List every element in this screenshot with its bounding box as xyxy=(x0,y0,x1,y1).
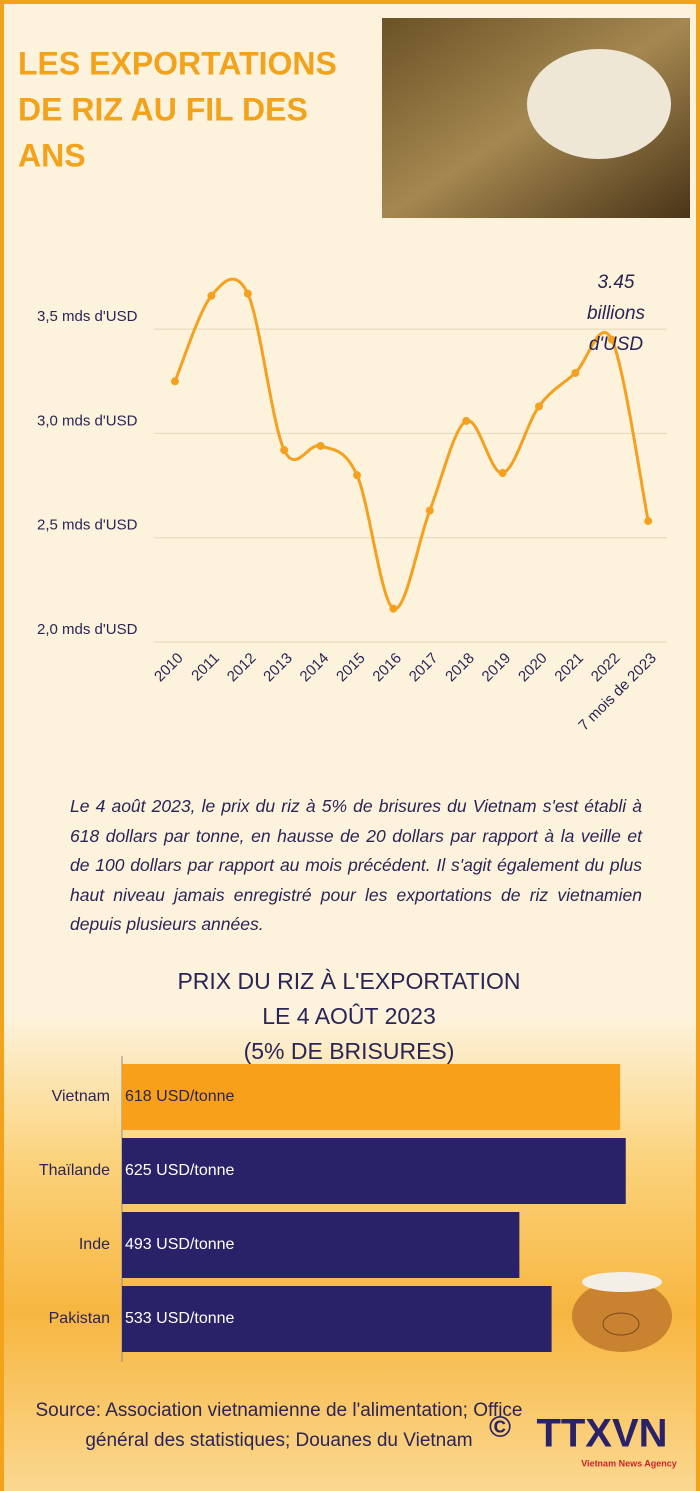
bar xyxy=(122,1286,552,1352)
x-tick-label: 2015 xyxy=(333,650,369,686)
category-label: Pakistan xyxy=(49,1310,110,1327)
category-label: Thaïlande xyxy=(39,1162,110,1179)
logo-tagline: Vietnam News Agency xyxy=(581,1458,677,1468)
value-label: 533 USD/tonne xyxy=(125,1310,235,1327)
annotation: billions xyxy=(587,303,646,324)
point xyxy=(535,402,543,411)
point xyxy=(243,289,252,298)
point xyxy=(607,335,616,344)
x-tick-label: 2016 xyxy=(369,650,405,686)
bar xyxy=(122,1064,621,1130)
y-tick-label: 3,0 mds d'USD xyxy=(37,412,138,429)
rice-sack-icon xyxy=(572,1272,672,1352)
x-tick-label: 2019 xyxy=(479,650,515,686)
value-label: 625 USD/tonne xyxy=(125,1162,235,1179)
x-tick-label: 2020 xyxy=(515,650,551,686)
point xyxy=(353,471,361,480)
point xyxy=(171,377,179,386)
x-tick-label: 2012 xyxy=(224,650,260,686)
category-label: Inde xyxy=(79,1236,110,1253)
annotation: d'USD xyxy=(589,334,644,355)
category-label: Vietnam xyxy=(52,1088,110,1105)
point xyxy=(644,517,653,526)
bar xyxy=(122,1212,520,1278)
value-label: 493 USD/tonne xyxy=(125,1236,235,1253)
chart-title: (5% DE BRISURES) xyxy=(244,1038,455,1064)
point xyxy=(280,446,289,455)
y-tick-label: 3,5 mds d'USD xyxy=(37,308,138,325)
x-tick-label: 2014 xyxy=(297,650,333,686)
y-tick-label: 2,5 mds d'USD xyxy=(37,517,138,534)
x-tick-label: 2017 xyxy=(406,650,442,686)
chart-title: LE 4 AOÛT 2023 xyxy=(262,1002,435,1029)
title: ANS xyxy=(18,137,86,173)
x-tick-label: 2021 xyxy=(551,650,587,686)
rice-bag xyxy=(527,49,671,159)
x-tick-label: 2018 xyxy=(442,650,478,686)
chart: © LES EXPORTATIONS DE RIZ AU FIL DES ANS 2,… xyxy=(18,18,690,1468)
title: DE RIZ AU FIL DES xyxy=(18,91,308,127)
title: LES EXPORTATIONS xyxy=(18,45,337,81)
x-tick-label: 2013 xyxy=(260,650,296,686)
point xyxy=(207,291,216,300)
point xyxy=(316,441,325,450)
chart-title: PRIX DU RIZ À L'EXPORTATION xyxy=(177,968,520,994)
annotation: 3.45 xyxy=(598,272,635,293)
value-label: 618 USD/tonne xyxy=(125,1088,235,1105)
logo: TTXVN xyxy=(536,1412,667,1456)
point xyxy=(389,604,398,613)
line xyxy=(173,277,650,611)
point xyxy=(425,506,434,515)
x-tick-label: 2010 xyxy=(151,650,187,686)
copyright: © xyxy=(489,1411,511,1444)
point xyxy=(462,416,471,425)
x-tick-label: 2011 xyxy=(188,650,223,685)
bar xyxy=(122,1138,626,1204)
point xyxy=(498,469,507,478)
point xyxy=(571,368,580,377)
y-tick-label: 2,0 mds d'USD xyxy=(37,621,138,638)
paragraph: Le 4 août 2023, le prix du riz à 5% de b… xyxy=(70,796,642,934)
source: Source: Association vietnamienne de l'al… xyxy=(35,1400,523,1451)
